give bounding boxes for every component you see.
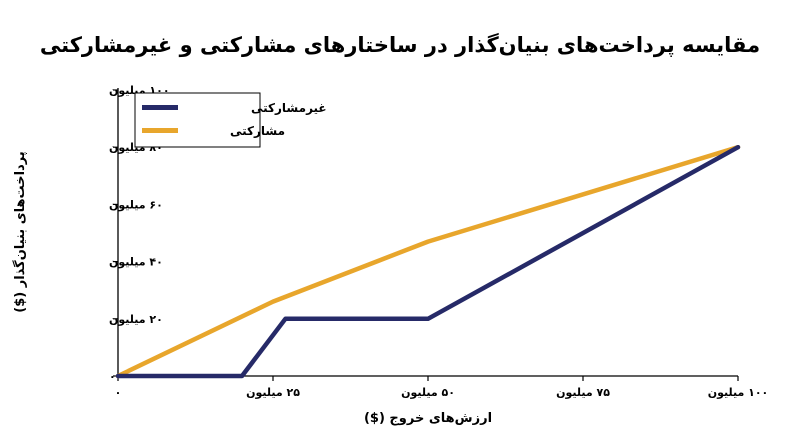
y-tick-label: ۰: [109, 370, 116, 383]
y-tick-label: ۲۰ میلیون: [109, 313, 163, 326]
legend-swatch-non-participating: [142, 105, 178, 110]
legend-box: [134, 92, 261, 148]
legend-label-participating: مشارکتی: [230, 124, 285, 138]
y-axis-label: پرداخت‌های بنیان‌گذار ($): [12, 151, 28, 313]
x-tick-label: ۲۵ میلیون: [246, 386, 300, 399]
y-tick-label: ۴۰ میلیون: [109, 256, 163, 269]
x-tick-label: ۵۰ میلیون: [401, 386, 455, 399]
series-line-participating: [115, 144, 741, 379]
legend-swatch-participating: [142, 128, 178, 133]
series-line-non-participating: [115, 144, 741, 379]
series-lines: [115, 144, 741, 379]
chart-title: مقایسه پرداخت‌های بنیان‌گذار در ساختارها…: [40, 32, 760, 57]
x-axis-ticks: ۰ ۲۵ میلیون ۵۰ میلیون ۷۵ میلیون ۱۰۰ میلیون: [115, 376, 769, 399]
x-tick-label: ۱۰۰ میلیون: [708, 386, 769, 399]
x-tick-label: ۷۵ میلیون: [556, 386, 610, 399]
x-tick-label: ۰: [115, 386, 122, 399]
legend-label-non-participating: غیرمشارکتی: [251, 101, 327, 115]
y-tick-label: ۶۰ میلیون: [109, 198, 163, 211]
legend: غیرمشارکتی مشارکتی: [134, 92, 327, 148]
x-axis-label: ارزش‌های خروج ($): [364, 411, 492, 426]
